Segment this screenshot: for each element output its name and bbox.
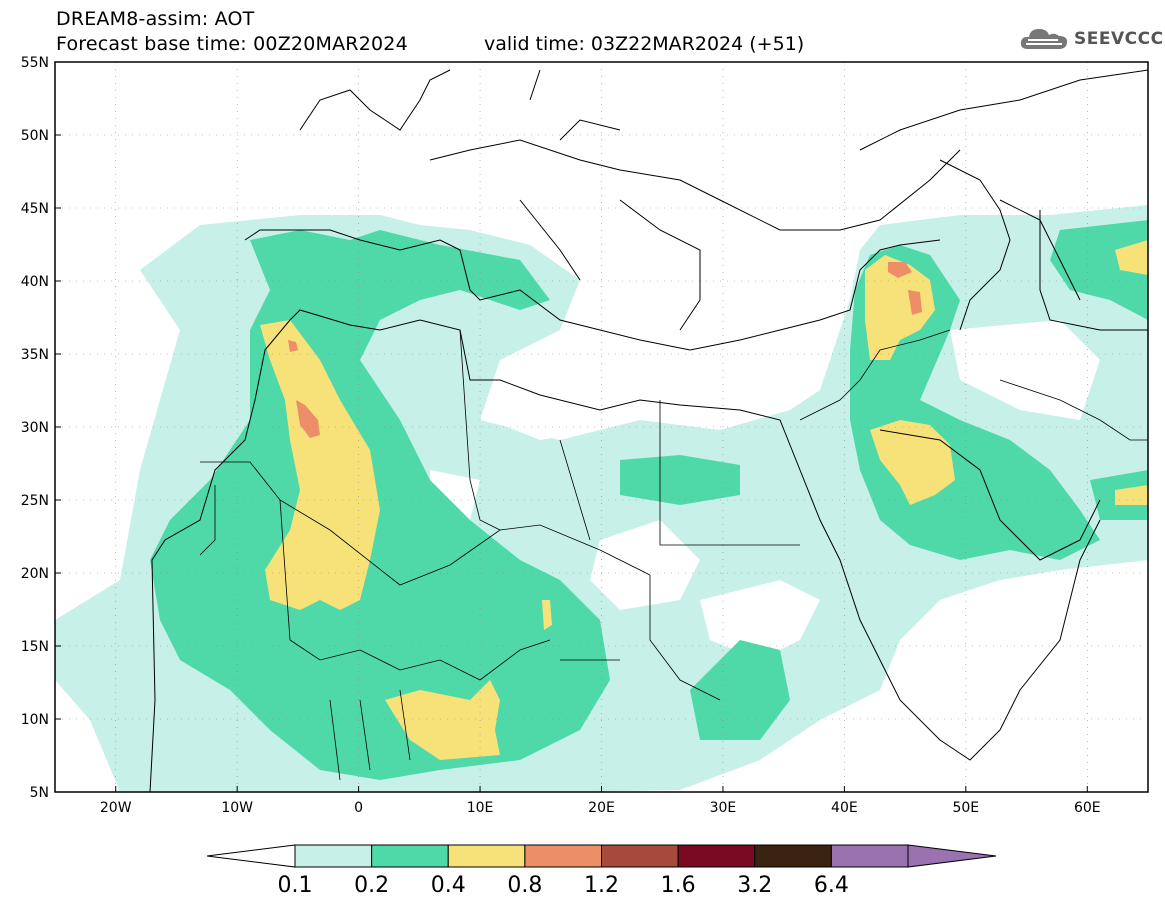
seevccc-logo: SEEVCCC <box>1018 25 1164 53</box>
longitude-tick-labels: 20W 10W 0 10E 20E 30E 40E 50E 60E <box>100 786 1101 816</box>
lat-tick-label: 30N <box>21 420 49 436</box>
colorbar-swatch <box>830 844 909 868</box>
latitude-tick-labels: 55N 50N 45N 40N 35N 30N 25N 20N 15N 10N 5N <box>21 55 61 801</box>
lon-tick-label: 10W <box>221 800 253 816</box>
lat-tick-label: 5N <box>30 785 49 801</box>
aot-field <box>55 205 1148 792</box>
colorbar-label: 6.4 <box>814 873 849 898</box>
lat-tick-label: 55N <box>21 55 49 71</box>
colorbar-label: 3.2 <box>737 873 772 898</box>
lon-tick-label: 30E <box>710 800 737 816</box>
colorbar-label: 0.4 <box>431 873 466 898</box>
colorbar-swatch <box>524 844 602 868</box>
lon-tick-label: 50E <box>952 800 979 816</box>
lon-tick-label: 20W <box>100 800 132 816</box>
lat-tick-label: 15N <box>21 639 49 655</box>
map-title: DREAM8-assim: AOT <box>56 8 255 30</box>
aot-band-0.8-1.2 <box>288 262 922 438</box>
colorbar-label: 0.8 <box>507 873 542 898</box>
country-borders <box>199 329 1148 781</box>
colorbar-swatch <box>677 844 756 868</box>
aot-band-below-0.1 <box>430 320 1100 660</box>
colorbar-label: 0.2 <box>354 873 389 898</box>
lat-tick-label: 10N <box>21 712 49 728</box>
colorbar-swatch <box>601 844 679 868</box>
aot-band-0.4-0.8 <box>260 240 1148 760</box>
colorbar-swatch <box>294 844 373 868</box>
colorbar-over-cap <box>907 844 997 868</box>
colorbar-swatch <box>371 844 449 868</box>
lat-tick-label: 35N <box>21 347 49 363</box>
colorbar-swatch <box>447 844 526 868</box>
coastlines <box>149 69 1148 792</box>
lat-tick-label: 45N <box>21 201 49 217</box>
colorbar-swatch <box>754 844 832 868</box>
lon-tick-label: 40E <box>831 800 858 816</box>
lon-tick-label: 20E <box>588 800 615 816</box>
valid-time: valid time: 03Z22MAR2024 (+51) <box>484 33 805 55</box>
lat-tick-label: 40N <box>21 274 49 290</box>
colorbar-label: 1.6 <box>661 873 696 898</box>
lat-tick-label: 25N <box>21 493 49 509</box>
colorbar-label: 1.2 <box>584 873 619 898</box>
cloud-icon <box>1020 29 1068 49</box>
aot-colorbar-labels: 0.1 0.2 0.4 0.8 1.2 1.6 3.2 6.4 <box>278 873 849 898</box>
colorbar-under-cap <box>206 844 296 868</box>
lon-tick-label: 0 <box>354 800 363 816</box>
forecast-base-time: Forecast base time: 00Z20MAR2024 <box>56 33 408 55</box>
aot-colorbar <box>206 844 997 868</box>
lat-tick-label: 50N <box>21 128 49 144</box>
lon-tick-label: 60E <box>1074 800 1101 816</box>
lon-tick-label: 10E <box>467 800 494 816</box>
map-graticule <box>55 62 1148 792</box>
colorbar-label: 0.1 <box>278 873 313 898</box>
lat-tick-label: 20N <box>21 566 49 582</box>
